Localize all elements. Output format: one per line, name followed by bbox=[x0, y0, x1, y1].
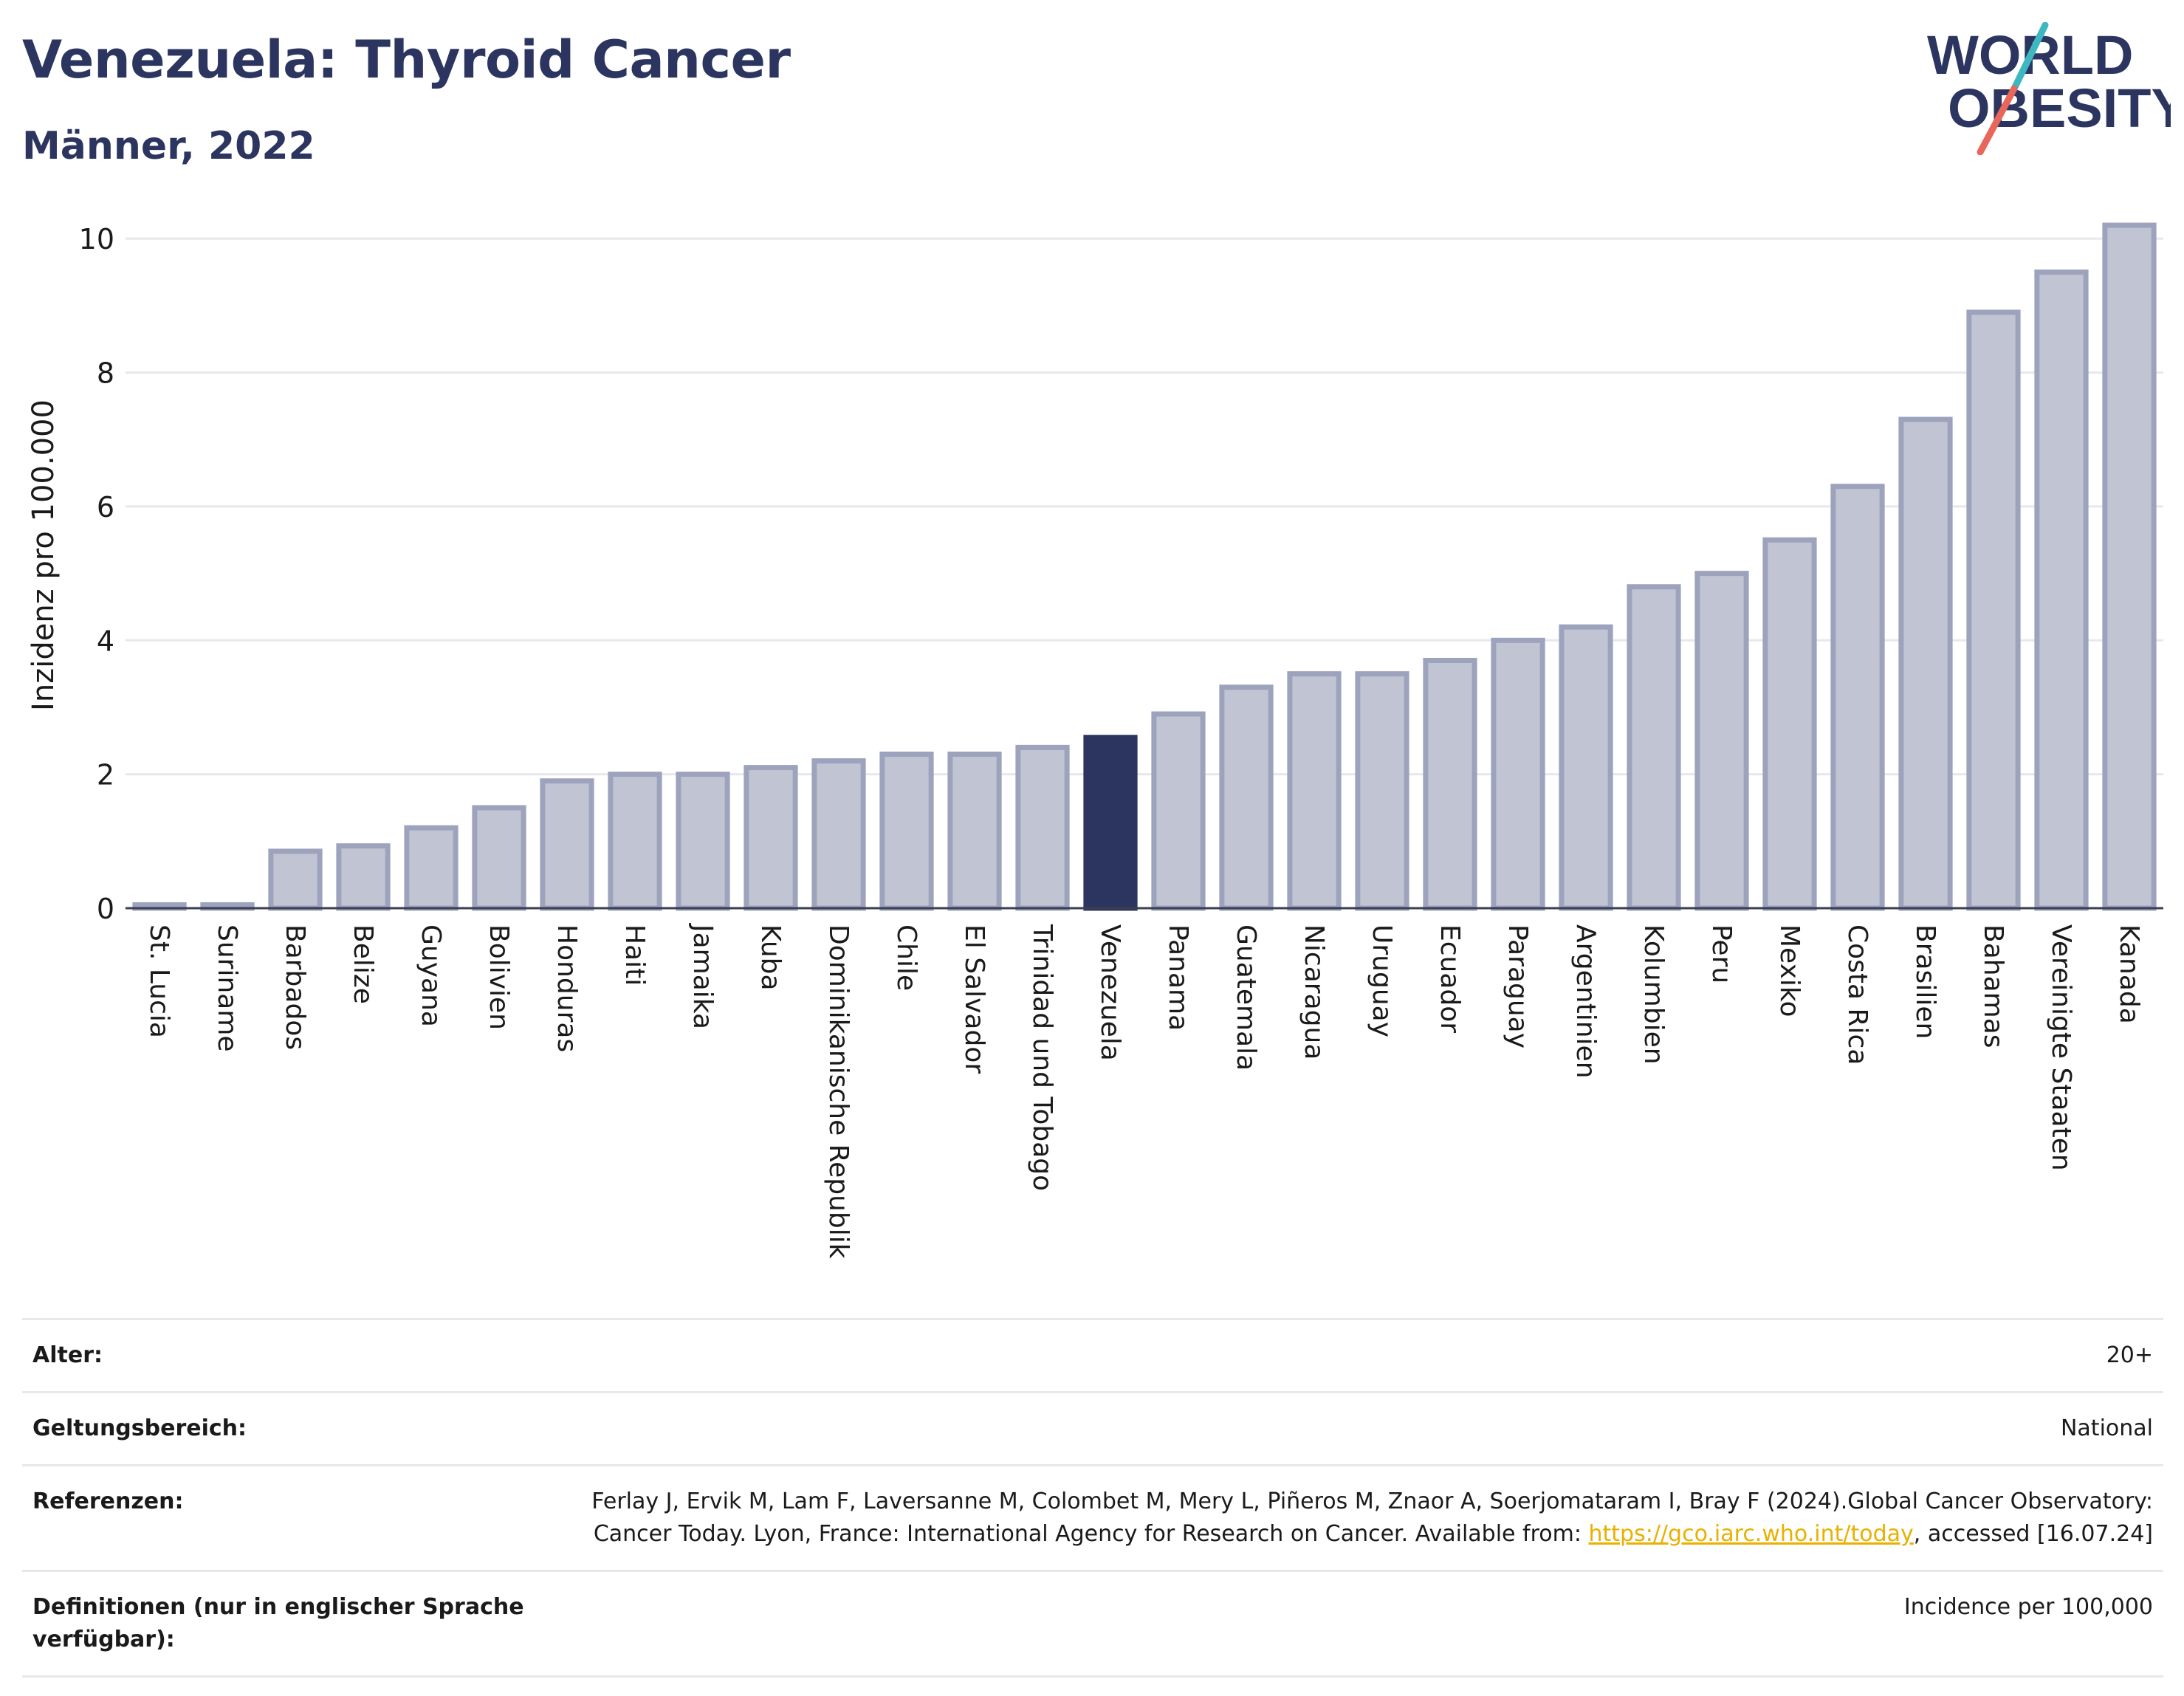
meta-value-definitions: Incidence per 100,000 bbox=[1903, 1594, 2153, 1620]
bar bbox=[1151, 711, 1206, 911]
bar bbox=[268, 848, 323, 911]
x-tick-label: El Salvador bbox=[959, 924, 989, 1074]
chart-title: Venezuela: Thyroid Cancer bbox=[22, 30, 791, 90]
bar bbox=[1627, 584, 1681, 911]
meta-row-scope: Geltungsbereich: National bbox=[22, 1391, 2163, 1464]
meta-label-scope: Geltungsbereich: bbox=[32, 1415, 247, 1441]
x-tick-label: Ecuador bbox=[1435, 924, 1465, 1033]
x-tick-label: Suriname bbox=[212, 924, 242, 1052]
x-tick-label: Peru bbox=[1706, 924, 1737, 983]
logo-slash-teal bbox=[2010, 22, 2049, 92]
bar bbox=[1015, 744, 1070, 911]
bar bbox=[879, 751, 934, 911]
x-tick-label: Mexiko bbox=[1774, 924, 1804, 1017]
y-axis: 0 2 4 6 8 10 bbox=[79, 223, 114, 925]
bar bbox=[1830, 484, 1885, 911]
bar bbox=[540, 778, 594, 911]
x-tick-label: Panama bbox=[1163, 924, 1193, 1031]
x-tick-label: Guyana bbox=[416, 924, 446, 1027]
chart-grid bbox=[126, 237, 2163, 776]
x-tick-label: Nicaragua bbox=[1299, 924, 1329, 1060]
meta-label-definitions: Definitionen (nur in englischer Sprache … bbox=[32, 1594, 524, 1652]
x-axis-labels: St. Lucia Suriname Barbados Belize Guyana Bol… bbox=[144, 923, 2144, 1259]
y-tick-label: 2 bbox=[97, 759, 114, 792]
meta-value-age: 20+ bbox=[2106, 1342, 2153, 1368]
x-tick-label: Paraguay bbox=[1503, 924, 1533, 1048]
x-tick-label: Trinidad und Tobago bbox=[1027, 924, 1057, 1191]
x-tick-label: Haiti bbox=[619, 924, 650, 986]
reference-accessed: , accessed [16.07.24] bbox=[1913, 1521, 2153, 1547]
y-axis-label: Inzidenz pro 100.000 bbox=[27, 399, 61, 711]
meta-row-definitions: Definitionen (nur in englischer Sprache … bbox=[22, 1570, 2163, 1678]
x-tick-label: Kuba bbox=[755, 924, 786, 991]
bar bbox=[1694, 571, 1749, 911]
bar bbox=[947, 751, 1002, 911]
logo-slash-coral bbox=[1977, 85, 2018, 155]
metadata-table: Alter: 20+ Geltungsbereich: National Ref… bbox=[22, 1318, 2163, 1678]
x-tick-label: Belize bbox=[348, 924, 378, 1004]
x-tick-label: St. Lucia bbox=[144, 924, 174, 1038]
x-tick-label: Costa Rica bbox=[1842, 924, 1872, 1065]
x-tick-label: Venezuela bbox=[1095, 924, 1125, 1061]
bar bbox=[1423, 657, 1477, 911]
bar bbox=[2034, 269, 2089, 911]
bar bbox=[2102, 222, 2157, 911]
bar bbox=[1219, 684, 1274, 911]
bar bbox=[811, 758, 866, 911]
x-tick-label: Bahamas bbox=[1978, 924, 2008, 1048]
y-tick-label: 4 bbox=[97, 625, 114, 657]
meta-label-age: Alter: bbox=[32, 1342, 103, 1368]
x-tick-label: Uruguay bbox=[1367, 924, 1397, 1037]
reference-link[interactable]: https://gco.iarc.who.int/today bbox=[1588, 1521, 1914, 1547]
bar bbox=[1559, 624, 1613, 911]
bar bbox=[404, 825, 459, 911]
bar bbox=[1491, 637, 1545, 911]
reference-text: Ferlay J, Ervik M, Lam F, Laversanne M, … bbox=[591, 1489, 2153, 1547]
world-obesity-logo: WORLD OBESITY bbox=[1927, 22, 2171, 155]
y-tick-label: 8 bbox=[97, 357, 114, 390]
bar bbox=[336, 843, 391, 911]
x-tick-label: Argentinien bbox=[1570, 924, 1601, 1079]
x-tick-label: Chile bbox=[891, 924, 921, 991]
bar-highlighted bbox=[1083, 735, 1138, 911]
bar-series bbox=[132, 222, 2157, 911]
x-tick-label: Barbados bbox=[280, 924, 310, 1050]
x-tick-label: Dominikanische Republik bbox=[823, 924, 854, 1259]
x-tick-label: Honduras bbox=[552, 924, 582, 1052]
bar bbox=[472, 805, 526, 911]
bar bbox=[744, 765, 798, 911]
x-tick-label: Jamaika bbox=[687, 923, 718, 1029]
meta-label-references: Referenzen: bbox=[32, 1489, 184, 1514]
x-tick-label: Kanada bbox=[2114, 924, 2144, 1024]
bar bbox=[1287, 671, 1342, 911]
y-tick-label: 10 bbox=[79, 223, 114, 255]
bar bbox=[676, 772, 730, 911]
meta-value-references: Ferlay J, Ervik M, Lam F, Laversanne M, … bbox=[566, 1486, 2153, 1551]
logo-text-obesity: OBESITY bbox=[1948, 78, 2171, 139]
bar bbox=[608, 772, 662, 911]
bar bbox=[1966, 309, 2021, 911]
bar bbox=[1898, 416, 1953, 911]
x-tick-label: Brasilien bbox=[1910, 924, 1940, 1039]
bar-chart: 0 2 4 6 8 10 St. Lucia Suriname Barbados Belize G… bbox=[27, 222, 2163, 1259]
bar bbox=[1355, 671, 1409, 911]
y-tick-label: 0 bbox=[97, 893, 114, 925]
meta-row-age: Alter: 20+ bbox=[22, 1318, 2163, 1391]
bar bbox=[1762, 537, 1817, 911]
y-tick-label: 6 bbox=[97, 491, 114, 523]
meta-value-scope: National bbox=[2060, 1415, 2153, 1441]
x-tick-label: Vereinigte Staaten bbox=[2046, 924, 2076, 1171]
x-tick-label: Guatemala bbox=[1231, 924, 1261, 1071]
chart-subtitle: Männer, 2022 bbox=[22, 124, 315, 168]
x-tick-label: Bolivien bbox=[484, 924, 514, 1030]
x-tick-label: Kolumbien bbox=[1638, 924, 1669, 1065]
meta-row-references: Referenzen: Ferlay J, Ervik M, Lam F, La… bbox=[22, 1464, 2163, 1570]
